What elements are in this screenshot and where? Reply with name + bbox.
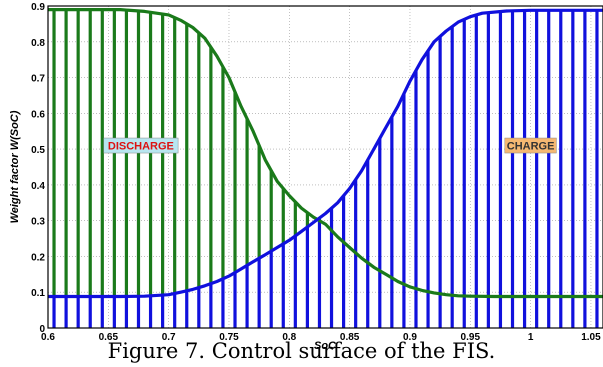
figure-caption: Figure 7. Control surface of the FIS.: [107, 339, 496, 363]
annotation-label: CHARGE: [507, 141, 555, 153]
x-tick-label: 0.65: [99, 332, 119, 343]
x-axis-label: SoC: [314, 340, 337, 352]
y-tick-label: 0.7: [31, 74, 45, 85]
x-tick-label: 0.9: [403, 332, 417, 343]
y-tick-label: 0.8: [31, 38, 45, 49]
charge-curve: [48, 8, 603, 299]
x-tick-label: 1.05: [581, 332, 601, 343]
y-tick-label: 0.3: [31, 217, 45, 228]
x-tick-label: 0.6: [41, 332, 55, 343]
x-tick-label: 0.7: [162, 332, 176, 343]
y-tick-labels: 0 0.1 0.2 0.3 0.4 0.5 0.6 0.7 0.8 0.9: [31, 2, 45, 335]
annotations: DISCHARGE CHARGE: [103, 137, 557, 154]
discharge-curve: [48, 8, 603, 299]
annotation-box: [103, 137, 179, 154]
x-tick-labels: 0.6 0.65 0.7 0.75 0.8 0.85 0.9 0.95 1 1.05: [41, 332, 601, 343]
annotation-box: [504, 137, 557, 154]
plot-frame: [47, 5, 603, 329]
y-tick-label: 0.4: [31, 181, 45, 192]
x-tick-label: 0.85: [340, 332, 360, 343]
charge-stripes: [52, 10, 599, 328]
y-tick-label: 0: [39, 324, 45, 335]
y-tick-label: 0.5: [31, 145, 45, 156]
x-tick-label: 1: [528, 332, 534, 343]
annotation-label: DISCHARGE: [108, 141, 174, 153]
plot-background: [48, 6, 603, 328]
y-tick-label: 0.6: [31, 109, 45, 120]
discharge-stripes: [52, 9, 310, 297]
y-tick-label: 0.9: [31, 2, 45, 13]
series-lines: [48, 8, 603, 299]
y-axis-label: Weight factor W(SoC): [9, 110, 21, 223]
x-tick-label: 0.75: [219, 332, 239, 343]
y-tick-label: 0.1: [31, 288, 45, 299]
x-tick-label: 0.95: [461, 332, 481, 343]
x-tick-label: 0.8: [282, 332, 296, 343]
y-tick-label: 0.2: [31, 252, 45, 263]
